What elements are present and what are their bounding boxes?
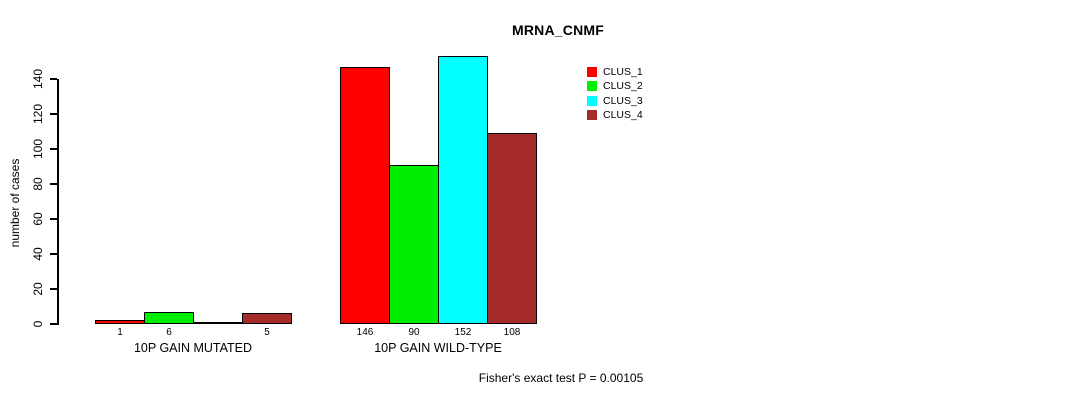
y-tick-label: 120 <box>31 103 45 125</box>
bar-count-label: 108 <box>503 327 521 338</box>
bar-clus_2-wild-type <box>389 164 439 324</box>
y-tick-mark <box>50 218 57 220</box>
bar-clus_4-wild-type <box>487 133 537 324</box>
y-tick-label: 40 <box>31 247 45 261</box>
legend-swatch-icon <box>587 67 597 77</box>
bar-clus_3-wild-type <box>438 56 488 324</box>
y-tick-label: 0 <box>31 320 45 328</box>
chart-title: MRNA_CNMF <box>511 22 604 38</box>
y-tick-label: 20 <box>31 282 45 296</box>
y-tick-mark <box>50 183 57 185</box>
legend-entry-label: CLUS_3 <box>603 94 643 107</box>
bar-count-label: 6 <box>166 327 172 338</box>
bar-count-label: 146 <box>356 327 374 338</box>
bar-clus_1-wild-type <box>340 66 390 324</box>
legend-swatch-icon <box>587 95 597 106</box>
legend-swatch-icon <box>587 81 597 92</box>
y-tick-label: 100 <box>31 138 45 160</box>
legend-swatch-icon <box>587 110 597 121</box>
bar-clus_2-mutated <box>144 311 194 324</box>
y-axis <box>57 79 59 325</box>
fisher-test-annotation: Fisher's exact test P = 0.00105 <box>478 371 644 385</box>
group-label-mutated: 10P GAIN MUTATED <box>133 341 253 355</box>
bar-count-label: 90 <box>408 327 420 338</box>
y-tick-mark <box>50 288 57 290</box>
y-axis-label: number of cases <box>8 158 22 248</box>
y-tick-label: 60 <box>31 212 45 226</box>
legend-entry-label: CLUS_2 <box>603 80 643 93</box>
legend-entry-label: CLUS_1 <box>603 66 643 78</box>
y-tick-mark <box>50 148 57 150</box>
bar-count-label: 152 <box>454 327 472 338</box>
y-tick-mark <box>50 253 57 255</box>
y-tick-mark <box>50 78 57 80</box>
group-label-wild-type: 10P GAIN WILD-TYPE <box>374 341 502 355</box>
bar-count-label: 5 <box>264 327 270 338</box>
bar-clus_4-mutated <box>242 313 292 324</box>
bar-clus_1-mutated <box>95 320 145 324</box>
y-tick-label: 80 <box>31 177 45 191</box>
legend-entry-label: CLUS_4 <box>603 109 643 122</box>
y-tick-mark <box>50 323 57 325</box>
y-tick-mark <box>50 113 57 115</box>
y-tick-label: 140 <box>31 68 45 90</box>
bar-count-label: 1 <box>117 327 123 338</box>
